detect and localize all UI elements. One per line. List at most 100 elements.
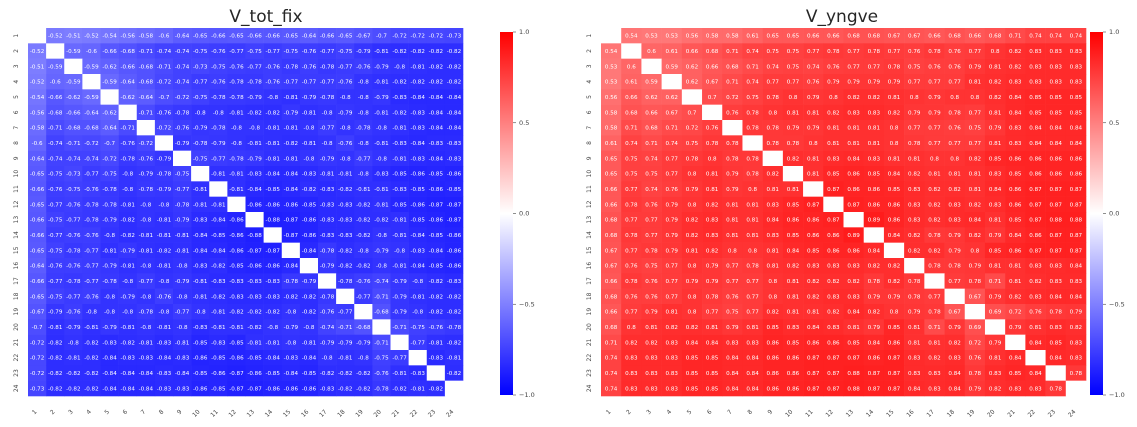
cell-value-label: -0.8 — [412, 279, 423, 285]
heatmap-cell — [444, 166, 464, 182]
heatmap-cell — [722, 258, 743, 274]
cell-value-label: 0.82 — [847, 279, 859, 285]
heatmap-cell — [601, 120, 622, 136]
cell-value-label: -0.81 — [302, 110, 317, 116]
heatmap-cell — [336, 58, 355, 75]
cell-value-label: -0.82 — [120, 218, 134, 224]
y-tick-label: 13 — [13, 216, 20, 224]
heatmap-cell — [372, 58, 391, 75]
cell-value-label: 0.82 — [767, 172, 779, 178]
heatmap-cell — [944, 273, 966, 289]
cell-value-label: -0.83 — [302, 172, 317, 178]
heatmap-cell — [863, 258, 885, 274]
x-tick-label: 11 — [209, 408, 219, 418]
heatmap-cell — [803, 365, 824, 381]
heatmap-cell — [621, 258, 642, 274]
cell-value-label: -0.74 — [175, 80, 190, 86]
heatmap-cell — [444, 350, 464, 366]
colorbar-tick-label: −0.5 — [1109, 300, 1125, 308]
cell-value-label: 0 — [609, 34, 613, 40]
heatmap-cell — [1025, 212, 1046, 228]
heatmap-cell — [154, 181, 174, 197]
heatmap-cell — [408, 181, 428, 197]
heatmap-cell — [263, 181, 283, 197]
cell-value-label: -0.8 — [340, 156, 351, 162]
cell-value-label: 0.82 — [787, 156, 799, 162]
cell-value-label: 0.83 — [726, 340, 739, 346]
cell-value-label: -0.79 — [356, 49, 371, 55]
cell-value-label: 0.78 — [1049, 310, 1062, 316]
heatmap-cell — [843, 365, 865, 381]
heatmap-cell — [444, 212, 464, 228]
cell-value-label: 0.76 — [948, 64, 961, 70]
heatmap-cell — [641, 196, 662, 213]
heatmap-cell — [46, 89, 65, 105]
cell-value-label: -0.81 — [265, 156, 280, 162]
cell-value-label: 0.83 — [948, 218, 961, 224]
cell-value-label: -0.75 — [48, 248, 63, 254]
heatmap-cell — [136, 258, 156, 274]
heatmap-cell — [823, 43, 844, 59]
heatmap-cell — [191, 181, 210, 197]
heatmap-cell — [390, 181, 409, 197]
heatmap-cell — [601, 150, 622, 167]
cell-value-label: -0.66 — [30, 187, 45, 193]
cell-value-label: 0.87 — [827, 371, 840, 377]
cell-value-label: 0.83 — [1070, 64, 1083, 70]
cell-value-label: 0.83 — [847, 294, 860, 300]
cell-value-label: 0.8 — [809, 141, 818, 147]
heatmap-cell — [118, 181, 138, 197]
heatmap-cell — [318, 227, 337, 243]
heatmap-cell — [118, 43, 138, 59]
cell-value-label: -0.85 — [392, 202, 407, 208]
cell-value-label: -0.72 — [392, 34, 406, 40]
cell-value-label: -0.86 — [211, 371, 226, 377]
heatmap-cell — [100, 150, 119, 167]
heatmap-cell — [354, 212, 373, 228]
cell-value-label: 0.66 — [625, 95, 638, 101]
heatmap-cell — [372, 227, 391, 243]
heatmap-cell — [372, 104, 391, 121]
cell-value-label: -0.86 — [284, 386, 299, 392]
cell-value-label: 0.83 — [868, 156, 881, 162]
heatmap-cell — [227, 150, 246, 167]
heatmap-cell — [823, 196, 844, 213]
heatmap-cell — [762, 319, 784, 335]
cell-value-label: -0.86 — [247, 202, 262, 208]
heatmap-cell — [245, 135, 264, 151]
heatmap-cell — [28, 242, 47, 259]
heatmap-cell — [191, 334, 210, 351]
cell-value-label: 0.83 — [1070, 49, 1083, 55]
cell-value-label: -0.75 — [338, 49, 353, 55]
heatmap-cell — [245, 181, 264, 197]
cell-value-label: -0.78 — [338, 279, 353, 285]
cell-value-label: 0.83 — [1049, 325, 1062, 331]
cell-value-label: 0.8 — [930, 156, 939, 162]
heatmap-cell — [964, 334, 986, 351]
cell-value-label: 0.75 — [645, 264, 658, 270]
y-tick-label: 21 — [586, 338, 593, 346]
cell-value-label: -0.82 — [157, 248, 171, 254]
heatmap-cell — [136, 288, 156, 305]
heatmap-cell — [944, 166, 966, 182]
heatmap-cell — [823, 212, 844, 228]
cell-value-label: 0.77 — [888, 49, 901, 55]
heatmap-cell — [100, 104, 119, 121]
heatmap-cell — [641, 258, 662, 274]
cell-value-label: -0.77 — [320, 80, 335, 86]
heatmap-cell — [641, 135, 662, 151]
heatmap-cell — [227, 135, 246, 151]
heatmap-cell — [28, 258, 47, 274]
cell-value-label: 0 — [731, 126, 735, 132]
heatmap-cell — [924, 288, 945, 305]
heatmap-cell — [444, 43, 464, 59]
cell-value-label: -0.83 — [392, 141, 407, 147]
heatmap-cell — [209, 350, 228, 366]
cell-value-label: -0.84 — [211, 248, 226, 254]
heatmap-cell — [621, 242, 642, 259]
cell-value-label: -0.78 — [229, 80, 244, 86]
cell-value-label: 0.84 — [1070, 141, 1083, 147]
x-tick-label: 5 — [103, 408, 111, 416]
heatmap-cell — [702, 380, 723, 397]
heatmap-cell — [318, 166, 337, 182]
